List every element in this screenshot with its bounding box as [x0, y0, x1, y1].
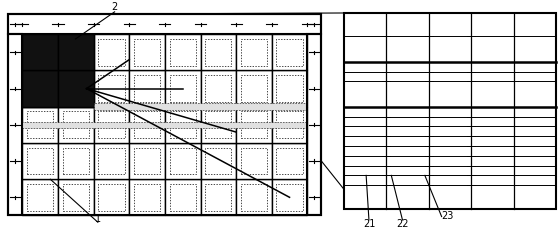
Bar	[22, 179, 58, 215]
Bar	[63, 184, 89, 211]
Bar	[129, 179, 165, 215]
Bar	[98, 76, 125, 103]
Text: 2: 2	[111, 2, 118, 12]
Bar	[169, 76, 196, 103]
Bar	[201, 71, 236, 107]
Bar	[241, 112, 267, 139]
Bar	[276, 148, 303, 175]
Bar	[276, 40, 303, 66]
Bar	[58, 71, 94, 107]
Bar	[8, 15, 321, 35]
Bar	[205, 40, 231, 66]
Bar	[201, 107, 236, 143]
Bar	[241, 148, 267, 175]
Text: 23: 23	[442, 210, 454, 220]
Bar	[236, 179, 272, 215]
Bar	[201, 143, 236, 179]
Bar	[94, 107, 129, 143]
Text: 22: 22	[396, 218, 409, 228]
Bar	[98, 112, 125, 139]
Bar	[236, 107, 272, 143]
Bar	[22, 143, 58, 179]
Bar	[272, 179, 307, 215]
Bar	[272, 107, 307, 143]
Bar	[134, 76, 160, 103]
Bar	[165, 179, 201, 215]
Bar	[129, 143, 165, 179]
Bar	[134, 112, 160, 139]
Bar	[98, 148, 125, 175]
Bar	[22, 71, 58, 107]
Bar	[94, 104, 307, 111]
Bar	[134, 40, 160, 66]
Bar	[169, 40, 196, 66]
Bar	[22, 107, 58, 143]
Bar	[27, 148, 54, 175]
Bar	[241, 40, 267, 66]
Bar	[169, 148, 196, 175]
Bar	[27, 40, 54, 66]
Bar	[241, 76, 267, 103]
Bar	[63, 40, 89, 66]
Bar	[205, 112, 231, 139]
Bar	[272, 71, 307, 107]
Bar	[205, 148, 231, 175]
Bar	[236, 71, 272, 107]
Bar	[165, 143, 201, 179]
Bar	[129, 71, 165, 107]
Bar	[58, 179, 94, 215]
Bar	[272, 143, 307, 179]
Bar	[165, 35, 201, 71]
Bar	[94, 35, 129, 71]
Bar	[344, 14, 556, 209]
Bar	[8, 15, 321, 215]
Text: 21: 21	[363, 218, 375, 228]
Bar	[22, 35, 58, 71]
Bar	[236, 143, 272, 179]
Bar	[22, 122, 307, 128]
Bar	[27, 112, 54, 139]
Bar	[27, 184, 54, 211]
Bar	[307, 35, 321, 215]
Bar	[8, 35, 22, 215]
Bar	[58, 35, 94, 71]
Bar	[63, 112, 89, 139]
Bar	[272, 35, 307, 71]
Bar	[94, 71, 129, 107]
Bar	[241, 184, 267, 211]
Bar	[276, 112, 303, 139]
Bar	[22, 71, 58, 107]
Bar	[58, 143, 94, 179]
Bar	[94, 179, 129, 215]
Bar	[58, 71, 94, 107]
Bar	[276, 184, 303, 211]
Bar	[201, 35, 236, 71]
Bar	[58, 107, 94, 143]
Bar	[201, 179, 236, 215]
Bar	[165, 107, 201, 143]
Bar	[94, 143, 129, 179]
Text: 1: 1	[95, 213, 101, 223]
Bar	[236, 35, 272, 71]
Bar	[58, 35, 94, 71]
Bar	[134, 148, 160, 175]
Bar	[98, 184, 125, 211]
Bar	[63, 76, 89, 103]
Bar	[63, 148, 89, 175]
Bar	[165, 71, 201, 107]
Bar	[129, 35, 165, 71]
Bar	[169, 112, 196, 139]
Bar	[134, 184, 160, 211]
Bar	[22, 35, 58, 71]
Bar	[205, 184, 231, 211]
Bar	[129, 107, 165, 143]
Bar	[27, 76, 54, 103]
Bar	[276, 76, 303, 103]
Bar	[169, 184, 196, 211]
Bar	[98, 40, 125, 66]
Bar	[205, 76, 231, 103]
